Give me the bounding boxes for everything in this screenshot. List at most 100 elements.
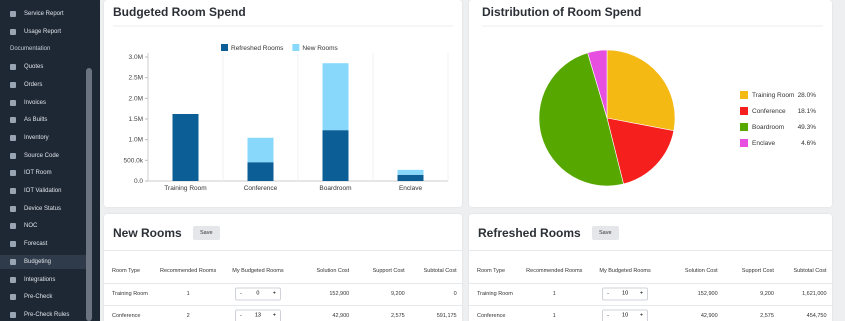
column-header: Recommended Rooms — [526, 268, 583, 274]
nav-item[interactable]: IOT Room — [0, 166, 86, 180]
nav-label: Pre-Check — [24, 294, 53, 301]
column-header: Support Cost — [741, 268, 774, 274]
table-cell: 9,200 — [390, 291, 405, 297]
y-tick-label: 0.0 — [134, 178, 143, 185]
legend-label: Boardroom — [752, 124, 784, 131]
table-cell: Training Room — [112, 291, 148, 297]
column-header: Recommended Rooms — [160, 268, 217, 274]
column-header: Subtotal Cost — [793, 268, 827, 274]
y-tick-label: 500.0k — [123, 157, 143, 164]
y-tick-label: 1.0M — [129, 137, 143, 144]
legend-swatch — [740, 107, 748, 115]
table-cell: 591,175 — [436, 313, 457, 319]
increment[interactable]: + — [272, 290, 276, 297]
nav-item[interactable]: IOT Validation — [0, 184, 86, 198]
save-button[interactable]: Save — [193, 226, 220, 240]
nav-icon — [10, 241, 16, 248]
increment[interactable]: + — [639, 312, 644, 319]
stepper[interactable]: - 0 + — [234, 287, 281, 301]
nav-icon — [10, 81, 16, 88]
nav-item[interactable]: Quotes — [0, 60, 86, 74]
legend-value: 18.1% — [798, 108, 817, 115]
table-cell: 42,900 — [700, 313, 718, 319]
pie-slice — [606, 49, 676, 132]
nav-label: Integrations — [24, 276, 56, 283]
bar-chart: Budgeted Room Spend 0.0 500.0k 1.0M 1.5M 2.0M… — [113, 5, 453, 192]
nav-icon — [10, 117, 16, 124]
nav-item[interactable]: Budgeting — [0, 254, 86, 269]
title-rule — [104, 250, 462, 251]
nav-item[interactable]: Usage Report — [0, 25, 86, 39]
nav-item[interactable]: Orders — [0, 78, 86, 92]
nav-item[interactable]: NOC — [0, 219, 86, 233]
row-rule — [469, 283, 832, 284]
increment[interactable]: + — [272, 312, 276, 319]
bar — [397, 169, 424, 175]
nav-label: Budgeting — [24, 258, 52, 265]
nav-item[interactable]: Invoices — [0, 96, 86, 110]
decrement[interactable]: - — [607, 312, 609, 319]
decrement[interactable]: - — [239, 312, 242, 319]
column-header: My Budgeted Rooms — [599, 268, 651, 274]
stepper[interactable]: - 10 + — [602, 287, 649, 301]
nav-item[interactable]: Source Code — [0, 149, 86, 163]
y-tick-label: 1.5M — [129, 116, 143, 123]
nav-item[interactable]: Integrations — [0, 273, 86, 287]
bar — [247, 162, 274, 181]
stepper-value: 13 — [254, 312, 261, 319]
nav-label: IOT Room — [24, 170, 52, 177]
legend-swatch — [292, 44, 300, 51]
pie-slice — [587, 49, 608, 119]
chart-title: Budgeted Room Spend — [113, 5, 246, 19]
table-cell: 2 — [186, 313, 190, 319]
nav-item[interactable]: Device Status — [0, 202, 86, 216]
pie-card: Distribution of Room Spend Training Room 2… — [469, 0, 832, 207]
stepper-value: 0 — [256, 290, 260, 297]
save-button[interactable]: Save — [592, 226, 619, 240]
nav-item[interactable]: Pre-Check — [0, 290, 86, 304]
nav-icon — [10, 64, 16, 71]
nav-icon — [10, 134, 16, 141]
legend-label: New Rooms — [302, 45, 338, 52]
nav-label: IOT Validation — [24, 188, 62, 194]
y-tick-label: 3.0M — [129, 54, 143, 61]
nav-icon — [10, 99, 16, 106]
nav-item[interactable]: Service Report — [0, 7, 86, 21]
row-rule — [104, 283, 462, 284]
nav-item[interactable]: Inventory — [0, 131, 86, 145]
nav-label: Service Report — [24, 11, 64, 17]
pie-chart: Distribution of Room Spend Training Room 2… — [482, 5, 823, 187]
nav-icon — [10, 205, 16, 212]
legend-value: 49.3% — [798, 124, 817, 131]
nav-label: Inventory — [24, 134, 49, 141]
row-rule — [469, 305, 832, 306]
legend-label: Refreshed Rooms — [231, 45, 284, 52]
nav-label: Forecast — [24, 241, 48, 248]
y-tick-label: 2.0M — [129, 95, 143, 102]
scrollbar[interactable] — [86, 68, 92, 321]
bar — [322, 130, 349, 181]
nav-item[interactable]: Pre-Check Rules — [0, 308, 86, 321]
stepper[interactable]: - 10 + — [602, 309, 649, 321]
table-cell: 454,750 — [806, 313, 827, 319]
bar — [397, 174, 424, 181]
table-cell: 1 — [186, 291, 190, 297]
nav-label: Quotes — [24, 64, 44, 71]
decrement[interactable]: - — [607, 290, 609, 297]
table-cell: 9,200 — [760, 291, 774, 297]
chart-title: Distribution of Room Spend — [482, 5, 641, 19]
column-header: Room Type — [477, 268, 506, 274]
bar — [172, 113, 199, 181]
increment[interactable]: + — [639, 290, 644, 297]
nav-item[interactable]: As Builts — [0, 113, 86, 127]
table-cell: 152,900 — [329, 291, 350, 297]
nav-item[interactable]: Forecast — [0, 237, 86, 251]
bar — [322, 63, 349, 131]
nav-icon — [10, 294, 16, 301]
decrement[interactable]: - — [239, 290, 242, 297]
table-cell: 42,900 — [332, 313, 350, 319]
nav-icon — [10, 28, 16, 35]
column-header: Solution Cost — [684, 268, 718, 274]
stepper[interactable]: - 13 + — [234, 309, 281, 321]
